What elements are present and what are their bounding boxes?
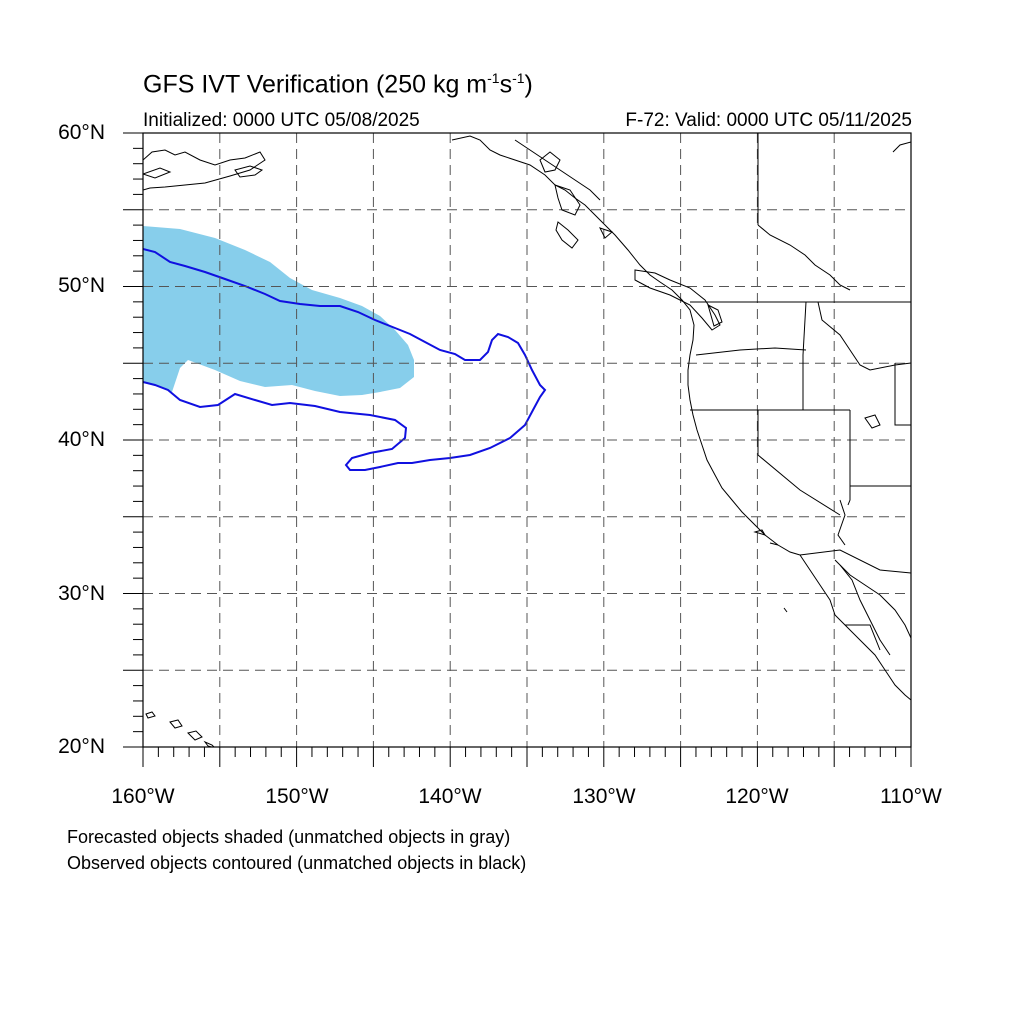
lon-label-150w: 150°W <box>265 785 329 808</box>
lon-label-110w: 110°W <box>880 785 942 808</box>
map-title: GFS IVT Verification (250 kg m-1s-1) <box>143 70 533 99</box>
graticule <box>143 133 911 747</box>
forecast-object-shaded <box>143 226 414 396</box>
initialized-time: Initialized: 0000 UTC 05/08/2025 <box>143 110 420 131</box>
footer-note-forecast: Forecasted objects shaded (unmatched obj… <box>67 827 511 847</box>
lat-label-60n: 60°N <box>58 121 105 144</box>
coastline <box>143 133 911 747</box>
lat-label-20n: 20°N <box>58 735 105 758</box>
lon-label-130w: 130°W <box>572 785 636 808</box>
valid-time: F-72: Valid: 0000 UTC 05/11/2025 <box>625 110 912 131</box>
lat-label-50n: 50°N <box>58 274 105 297</box>
lon-label-160w: 160°W <box>111 785 175 808</box>
axis-ticks <box>123 132 912 767</box>
lat-label-30n: 30°N <box>58 582 105 605</box>
lon-label-140w: 140°W <box>418 785 482 808</box>
footer-note-observed: Observed objects contoured (unmatched ob… <box>67 853 527 873</box>
observed-object-contour <box>143 248 547 471</box>
lat-label-40n: 40°N <box>58 428 105 451</box>
map-frame <box>142 132 912 748</box>
lon-label-120w: 120°W <box>725 785 789 808</box>
